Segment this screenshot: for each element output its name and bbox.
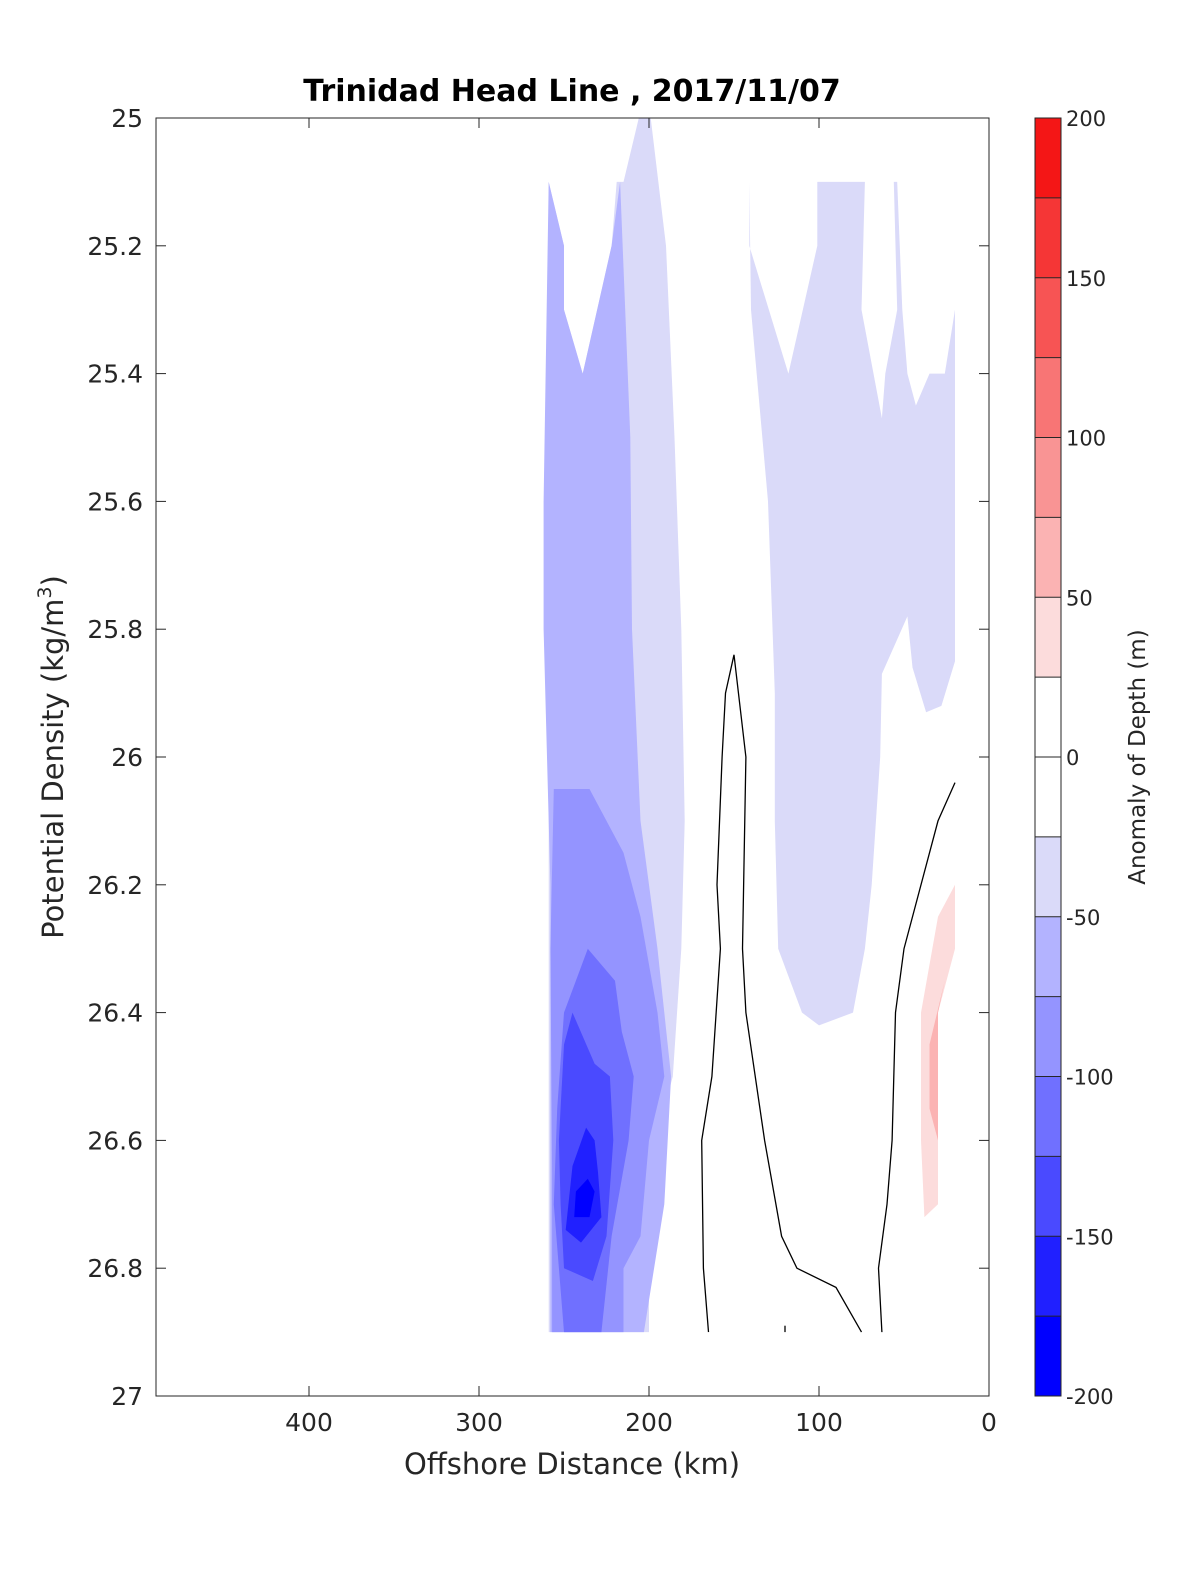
y-tick-label-8: 26.6	[87, 1126, 143, 1155]
colorbar-band-4	[1035, 996, 1061, 1077]
colorbar-band-15	[1035, 118, 1061, 198]
colorbar-band-10	[1035, 517, 1061, 598]
zero-contour-line-1	[877, 782, 956, 1333]
colorbar-band-14	[1035, 197, 1061, 278]
contour-region-9	[929, 980, 945, 1141]
colorbar: 200 150 100 50 0 -50 -100 -150 -200	[1034, 107, 1114, 1409]
colorbar-band-2	[1035, 1156, 1061, 1237]
colorbar-tick-label-8: -200	[1066, 1385, 1114, 1409]
x-tick-label-2: 200	[625, 1408, 673, 1437]
colorbar-band-12	[1035, 357, 1061, 438]
colorbar-band-7	[1035, 757, 1061, 837]
y-tick-label-2: 25.4	[87, 360, 143, 389]
y-tick-label-4: 25.8	[87, 615, 143, 644]
y-axis-label: Potential Density (kg/m3)	[34, 575, 70, 939]
x-axis-label: Offshore Distance (km)	[404, 1447, 740, 1481]
contour-lines	[701, 654, 956, 1333]
x-tick-label-1: 300	[455, 1408, 503, 1437]
y-axis-label-sup: 3	[34, 586, 56, 598]
x-tick-label-4: 0	[981, 1408, 997, 1437]
colorbar-band-0	[1035, 1316, 1061, 1396]
y-axis-label-close: )	[36, 575, 70, 586]
colorbar-band-9	[1035, 597, 1061, 678]
contour-region-7	[574, 1178, 595, 1218]
contour-fills	[543, 118, 955, 1333]
colorbar-band-5	[1035, 916, 1061, 997]
colorbar-label: Anomaly of Depth (m)	[1125, 629, 1151, 884]
y-tick-label-3: 25.6	[87, 487, 143, 516]
contour-region-1	[749, 181, 955, 1026]
colorbar-tick-label-5: -50	[1066, 906, 1100, 930]
colorbar-band-3	[1035, 1076, 1061, 1157]
colorbar-band-1	[1035, 1236, 1061, 1317]
y-tick-label-5: 26	[111, 743, 143, 772]
colorbar-band-6	[1035, 836, 1061, 917]
y-axis: 25 25.2 25.4 25.6 25.8 26 26.2 26.4 26.6 26.8 27	[87, 104, 989, 1411]
y-tick-label-6: 26.2	[87, 871, 143, 900]
colorbar-band-13	[1035, 277, 1061, 358]
x-axis: 400 300 200 100 0	[285, 118, 997, 1437]
x-tick-label-0: 400	[285, 1408, 333, 1437]
y-tick-label-0: 25	[111, 104, 143, 133]
colorbar-band-11	[1035, 437, 1061, 518]
y-tick-label-9: 26.8	[87, 1254, 143, 1283]
colorbar-tick-label-2: 100	[1066, 427, 1106, 451]
colorbar-band-8	[1035, 677, 1061, 757]
colorbar-tick-label-4: 0	[1066, 746, 1079, 770]
colorbar-tick-label-0: 200	[1066, 107, 1106, 131]
colorbar-tick-label-1: 150	[1066, 267, 1106, 291]
y-tick-label-7: 26.4	[87, 999, 143, 1028]
zero-contour-line-0	[701, 654, 863, 1333]
colorbar-frame	[1034, 117, 1062, 1397]
y-tick-label-10: 27	[111, 1382, 143, 1411]
colorbar-tick-label-3: 50	[1066, 586, 1093, 610]
colorbar-tick-label-6: -100	[1066, 1066, 1114, 1090]
chart-title: Trinidad Head Line , 2017/11/07	[303, 74, 840, 109]
y-axis-label-main: Potential Density (kg/m	[36, 599, 70, 939]
x-tick-label-3: 100	[795, 1408, 843, 1437]
y-tick-label-1: 25.2	[87, 232, 143, 261]
colorbar-tick-label-7: -150	[1066, 1225, 1114, 1249]
